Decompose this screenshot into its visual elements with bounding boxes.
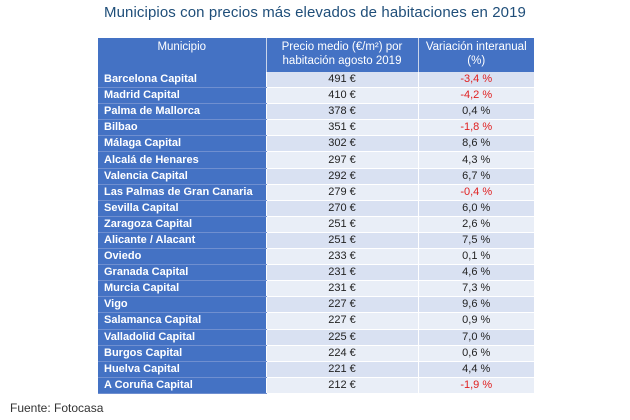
cell-variacion: 7,0 % bbox=[417, 329, 534, 346]
cell-precio: 221 € bbox=[265, 361, 418, 378]
cell-municipio: Alcalá de Henares bbox=[98, 151, 266, 169]
cell-variacion: 0,6 % bbox=[417, 345, 534, 362]
cell-precio: 227 € bbox=[265, 296, 418, 314]
cell-municipio: Zaragoza Capital bbox=[98, 216, 266, 233]
cell-precio: 378 € bbox=[265, 103, 418, 121]
price-table: Municipio Precio medio (€/m²) por habita… bbox=[98, 38, 534, 394]
cell-municipio: Barcelona Capital bbox=[98, 72, 266, 89]
cell-municipio: Murcia Capital bbox=[98, 280, 266, 298]
cell-municipio: Valencia Capital bbox=[98, 168, 266, 185]
cell-precio: 297 € bbox=[265, 151, 418, 169]
cell-variacion: -3,4 % bbox=[417, 72, 534, 89]
cell-variacion: 6,0 % bbox=[417, 200, 534, 217]
cell-municipio: Granada Capital bbox=[98, 264, 266, 282]
column-header-precio: Precio medio (€/m²) por habitación agost… bbox=[266, 38, 419, 72]
cell-precio: 224 € bbox=[265, 345, 418, 362]
cell-precio: 270 € bbox=[265, 200, 418, 217]
table-title: Municipios con precios más elevados de h… bbox=[104, 4, 526, 21]
header-row: Municipio Precio medio (€/m²) por habita… bbox=[98, 38, 534, 72]
cell-variacion: 4,4 % bbox=[417, 361, 534, 378]
cell-precio: 302 € bbox=[265, 135, 418, 153]
table-body: Barcelona Capital 491 € -3,4 % Madrid Capit… bbox=[98, 72, 534, 394]
cell-municipio: Málaga Capital bbox=[98, 135, 266, 153]
cell-precio: 279 € bbox=[265, 184, 418, 201]
table-row: Huelva Capital 221 €4,4 % bbox=[98, 361, 534, 378]
table-row: Alicante / Alacant 251 €7,5 % bbox=[98, 232, 534, 250]
cell-variacion: 9,6 % bbox=[417, 296, 534, 314]
table-row: Zaragoza Capital 251 €2,6 % bbox=[98, 216, 534, 233]
cell-municipio: Bilbao bbox=[98, 119, 266, 137]
table-row: Alcalá de Henares 297 €4,3 % bbox=[98, 151, 534, 169]
cell-municipio: Huelva Capital bbox=[98, 361, 266, 378]
cell-precio: 410 € bbox=[265, 87, 418, 105]
cell-municipio: Vigo bbox=[98, 296, 266, 314]
cell-precio: 233 € bbox=[265, 248, 418, 266]
cell-variacion: -1,9 % bbox=[417, 377, 534, 394]
cell-variacion: 0,4 % bbox=[417, 103, 534, 121]
cell-precio: 251 € bbox=[265, 216, 418, 233]
table-row: Málaga Capital 302 €8,6 % bbox=[98, 135, 534, 153]
cell-variacion: 6,7 % bbox=[417, 168, 534, 185]
cell-precio: 231 € bbox=[265, 264, 418, 282]
column-header-municipio: Municipio bbox=[98, 38, 267, 72]
table-row: A Coruña Capital 212 € -1,9 % bbox=[98, 377, 534, 394]
cell-variacion: 0,1 % bbox=[417, 248, 534, 266]
cell-precio: 351 € bbox=[265, 119, 418, 137]
table-row: Las Palmas de Gran Canaria 279 € -0,4 % bbox=[98, 184, 534, 201]
cell-municipio: Salamanca Capital bbox=[98, 312, 266, 330]
cell-variacion: -1,8 % bbox=[417, 119, 534, 137]
source-note: Fuente: Fotocasa bbox=[10, 401, 104, 415]
cell-precio: 212 € bbox=[265, 377, 418, 394]
table-row: Vigo 227 €9,6 % bbox=[98, 296, 534, 314]
cell-municipio: Burgos Capital bbox=[98, 345, 266, 362]
cell-variacion: 8,6 % bbox=[417, 135, 534, 153]
table-row: Granada Capital 231 €4,6 % bbox=[98, 264, 534, 282]
cell-precio: 292 € bbox=[265, 168, 418, 185]
table-row: Madrid Capital 410 € -4,2 % bbox=[98, 87, 534, 105]
cell-variacion: -0,4 % bbox=[417, 184, 534, 201]
cell-variacion: 2,6 % bbox=[417, 216, 534, 233]
cell-precio: 227 € bbox=[265, 312, 418, 330]
column-header-variacion: Variación interanual (%) bbox=[418, 38, 534, 72]
cell-precio: 225 € bbox=[265, 329, 418, 346]
cell-variacion: 7,5 % bbox=[417, 232, 534, 250]
cell-municipio: A Coruña Capital bbox=[98, 377, 266, 394]
cell-precio: 251 € bbox=[265, 232, 418, 250]
cell-precio: 231 € bbox=[265, 280, 418, 298]
cell-variacion: -4,2 % bbox=[417, 87, 534, 105]
cell-variacion: 4,6 % bbox=[417, 264, 534, 282]
cell-municipio: Las Palmas de Gran Canaria bbox=[98, 184, 266, 201]
table-row: Valencia Capital 292 €6,7 % bbox=[98, 168, 534, 185]
cell-municipio: Oviedo bbox=[98, 248, 266, 266]
cell-variacion: 4,3 % bbox=[417, 151, 534, 169]
cell-variacion: 0,9 % bbox=[417, 312, 534, 330]
table-row: Valladolid Capital 225 €7,0 % bbox=[98, 329, 534, 346]
data-table: Municipio Precio medio (€/m²) por habita… bbox=[98, 38, 534, 394]
table-row: Palma de Mallorca 378 €0,4 % bbox=[98, 103, 534, 121]
cell-municipio: Sevilla Capital bbox=[98, 200, 266, 217]
table-row: Murcia Capital 231 €7,3 % bbox=[98, 280, 534, 298]
cell-municipio: Valladolid Capital bbox=[98, 329, 266, 346]
table-row: Barcelona Capital 491 € -3,4 % bbox=[98, 72, 534, 89]
table-row: Bilbao 351 € -1,8 % bbox=[98, 119, 534, 137]
table-row: Salamanca Capital 227 €0,9 % bbox=[98, 312, 534, 330]
cell-variacion: 7,3 % bbox=[417, 280, 534, 298]
cell-precio: 491 € bbox=[265, 72, 418, 89]
table-row: Oviedo 233 €0,1 % bbox=[98, 248, 534, 266]
cell-municipio: Palma de Mallorca bbox=[98, 103, 266, 121]
table-row: Burgos Capital 224 €0,6 % bbox=[98, 345, 534, 362]
cell-municipio: Alicante / Alacant bbox=[98, 232, 266, 250]
cell-municipio: Madrid Capital bbox=[98, 87, 266, 105]
table-row: Sevilla Capital 270 €6,0 % bbox=[98, 200, 534, 217]
